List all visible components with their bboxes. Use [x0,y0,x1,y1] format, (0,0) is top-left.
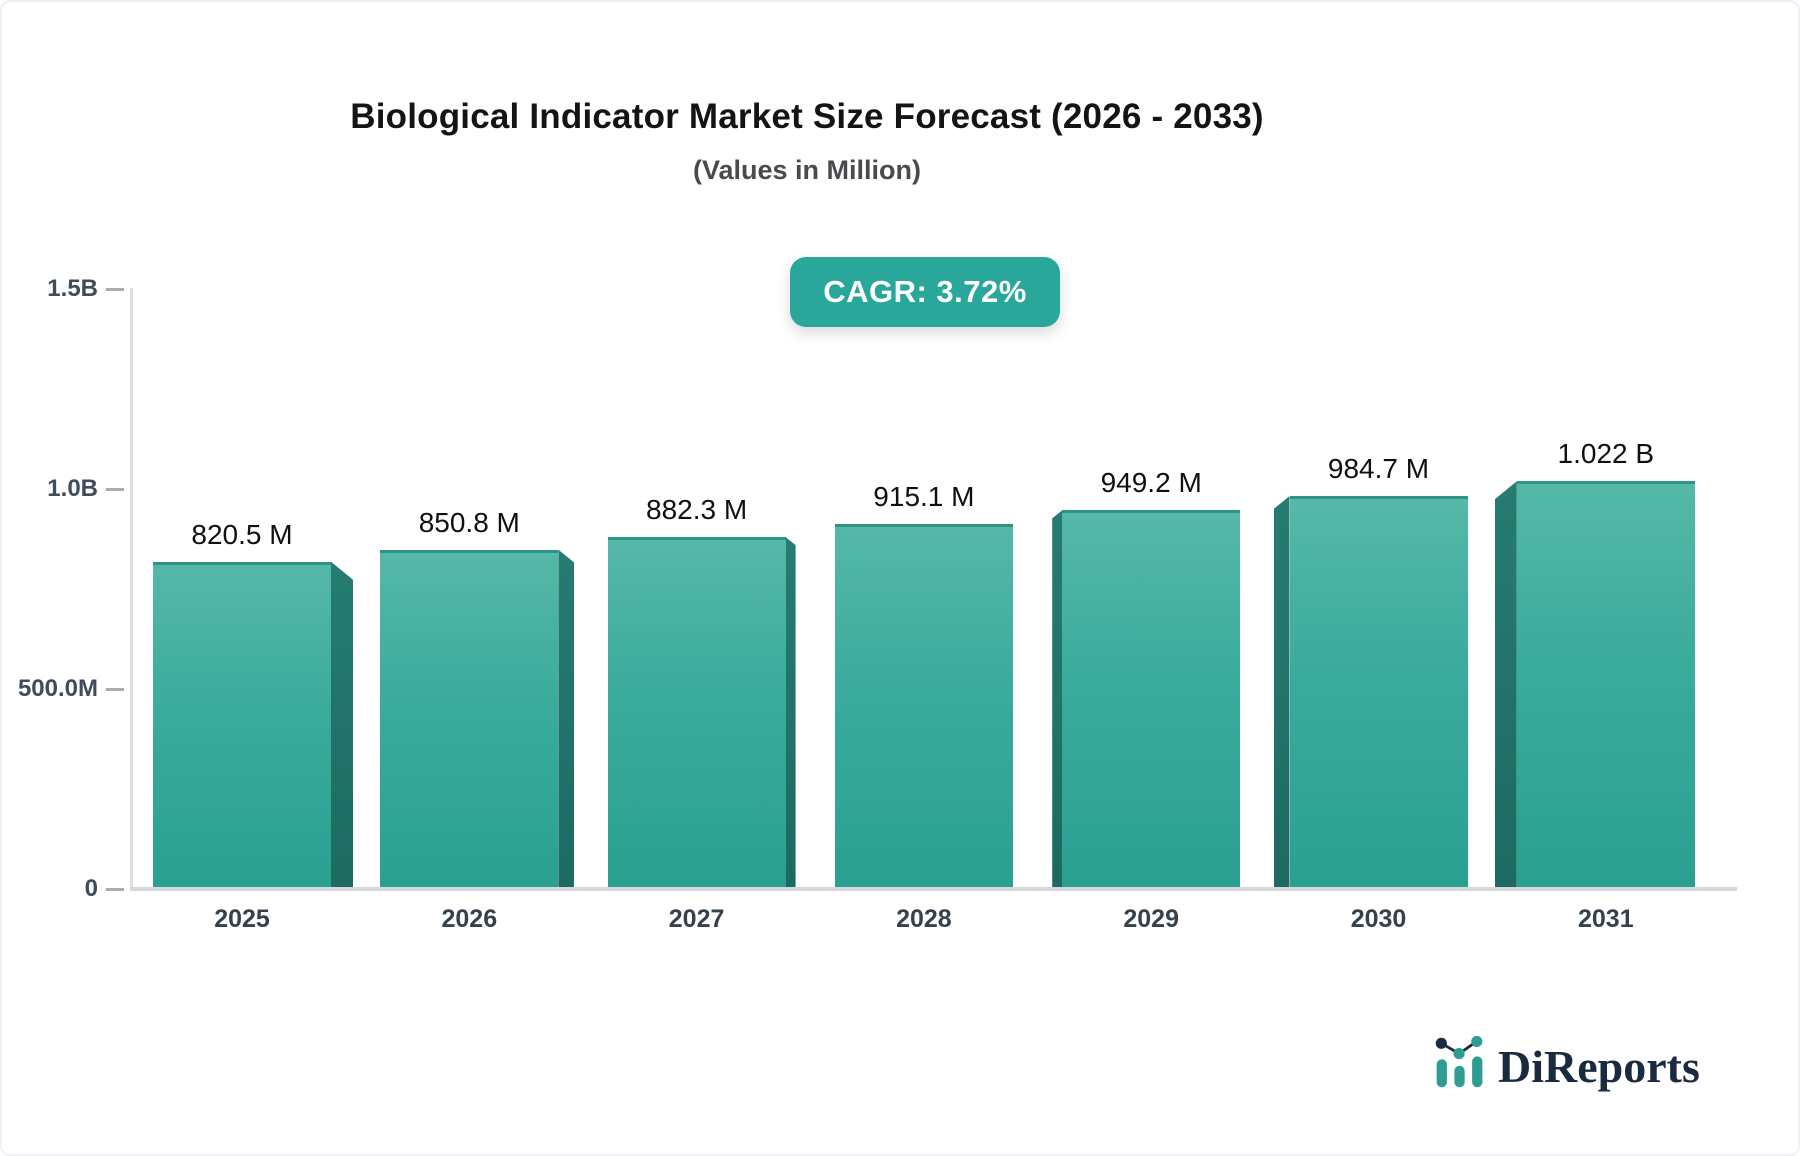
bar-side-3d [1494,481,1517,889]
value-label: 882.3 M [646,494,748,526]
x-tick-label: 2031 [1577,905,1634,933]
y-tick-label: 1.0B [47,475,98,502]
x-tick-label: 2027 [668,905,725,933]
bar-2026 [380,549,575,889]
y-tick-mark [106,488,124,491]
bar-2025 [153,561,353,889]
bar-side-3d [558,549,575,889]
bar-chart-logo-icon [1435,1035,1483,1088]
bar-face [380,549,559,889]
bar-2030 [1273,496,1468,889]
bar-face [607,537,786,889]
bar-side-3d [1052,510,1063,889]
cagr-badge: CAGR: 3.72% [790,257,1060,327]
bar-face [1516,481,1695,889]
y-tick-mark [106,288,124,291]
value-label: 1.022 B [1557,438,1655,470]
bar-face [1289,496,1468,889]
brand-name: DiReports [1498,1041,1700,1092]
bar-2027 [607,537,796,889]
x-tick-label: 2030 [1350,905,1407,933]
y-tick-mark [106,688,124,691]
x-tick-label: 2029 [1123,905,1179,933]
value-label: 949.2 M [1100,467,1202,499]
brand-logo: DiReports [1432,1034,1700,1090]
chart-header: Biological Indicator Market Size Forecas… [2,97,1612,186]
bar-side-3d [785,537,796,889]
y-axis-line [130,288,133,891]
y-tick-label: 0 [84,875,98,902]
bar-face [834,523,1013,889]
value-label: 915.1 M [873,480,975,512]
bar-2031 [1494,481,1695,889]
y-tick-label: 500.0M [17,675,98,702]
value-label: 850.8 M [418,506,520,538]
value-label: 984.7 M [1327,453,1430,485]
chart-subtitle: (Values in Million) [692,155,922,185]
chart-title: Biological Indicator Market Size Forecas… [350,97,1264,136]
bar-side-3d [331,561,353,889]
bar-face [1062,510,1241,889]
bar-2028 [834,523,1013,889]
bar-2029 [1052,510,1241,889]
x-tick-label: 2028 [896,905,952,933]
y-tick-label: 1.5B [47,275,98,302]
x-tick-label: 2025 [214,905,270,933]
x-tick-label: 2026 [441,905,498,933]
x-axis-line [130,887,1737,891]
value-label: 820.5 M [191,518,293,550]
bar-side-3d [1273,496,1290,889]
y-tick-mark [106,888,124,891]
bar-face [153,561,331,889]
